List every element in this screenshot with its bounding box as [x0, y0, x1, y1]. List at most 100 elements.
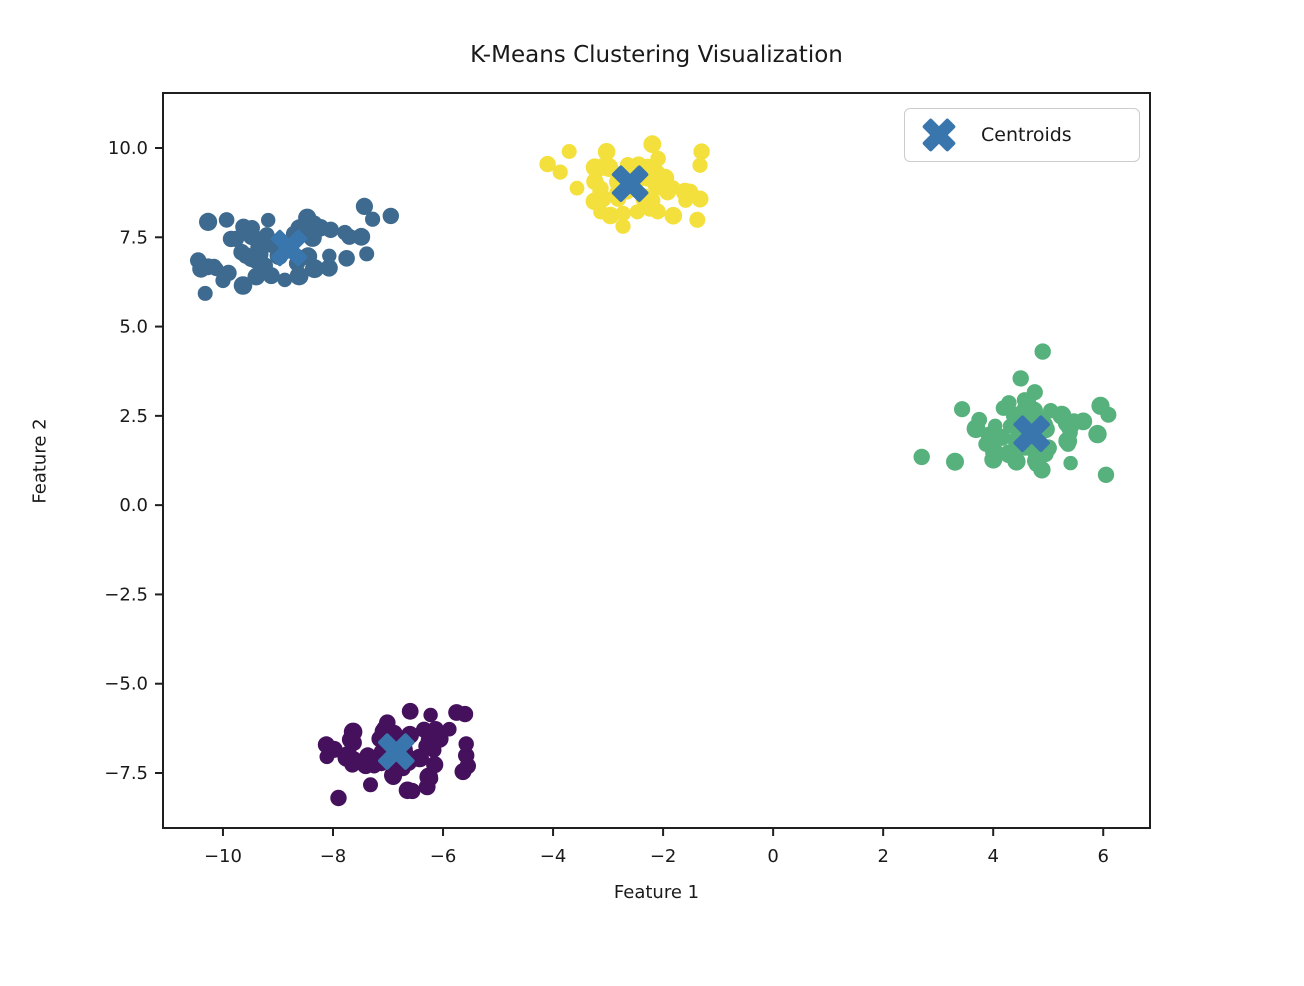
scatter-point	[422, 770, 439, 787]
centroid-marker	[378, 733, 415, 770]
scatter-point	[338, 249, 355, 267]
scatter-point	[401, 702, 419, 720]
scatter-point	[597, 143, 616, 161]
centroid-legend-icon	[922, 118, 956, 152]
scatter-point	[644, 161, 661, 178]
y-tick-label: −2.5	[104, 584, 148, 605]
x-tick-label: 6	[1098, 846, 1109, 867]
scatter-point	[539, 155, 556, 173]
scatter-point	[585, 158, 604, 177]
scatter-point	[304, 221, 323, 240]
scatter-point	[262, 267, 280, 285]
scatter-point	[355, 197, 373, 215]
scatter-point	[954, 401, 971, 418]
scatter-point	[999, 444, 1019, 464]
centroid-marker	[611, 165, 649, 202]
scatter-point	[359, 747, 377, 765]
scatter-point	[585, 192, 604, 211]
scatter-point	[410, 748, 430, 768]
centroids	[270, 165, 1050, 770]
scatter-point	[643, 135, 662, 154]
scatter-point	[423, 707, 438, 723]
cluster-2	[913, 343, 1117, 483]
y-axis-label: Feature 2	[29, 418, 51, 504]
legend-label: Centroids	[981, 124, 1072, 146]
scatter-point	[1027, 451, 1043, 467]
x-tick-label: 0	[767, 846, 778, 867]
scatter-point	[1100, 406, 1117, 423]
scatter-point	[320, 259, 338, 277]
y-tick-label: 2.5	[119, 406, 148, 427]
scatter-point	[277, 272, 293, 288]
x-tick-label: −10	[204, 846, 242, 867]
scatter-point	[971, 411, 988, 428]
scatter-point	[458, 736, 474, 752]
scatter-point	[197, 285, 213, 301]
scatter-point	[365, 211, 381, 227]
scatter-point	[601, 206, 620, 225]
scatter-point	[248, 250, 264, 266]
x-tick-label: −8	[320, 846, 347, 867]
scatter-point	[261, 212, 276, 228]
y-tick-label: −5.0	[104, 674, 148, 695]
y-tick-label: 5.0	[119, 317, 148, 338]
scatter-point	[426, 742, 442, 758]
scatter-point	[456, 705, 474, 723]
scatter-point	[190, 252, 207, 269]
scatter-point	[289, 266, 309, 286]
x-tick-label: 4	[987, 846, 998, 867]
scatter-point	[235, 218, 252, 236]
scatter-point	[1060, 436, 1076, 452]
scatter-point	[330, 789, 347, 807]
scatter-point	[459, 757, 476, 775]
plot-title: K-Means Clustering Visualization	[470, 42, 843, 68]
centroid-marker	[270, 229, 308, 267]
legend: Centroids	[904, 108, 1140, 162]
scatter-point	[1021, 394, 1037, 409]
x-tick-label: −2	[650, 846, 677, 867]
scatter-point	[343, 722, 363, 742]
scatter-point	[985, 435, 1001, 451]
scatter-point	[426, 756, 444, 774]
scatter-point	[1043, 403, 1059, 419]
scatter-point	[615, 218, 631, 234]
scatter-point	[678, 193, 693, 208]
scatter-point	[569, 180, 585, 196]
scatter-point	[692, 157, 708, 173]
y-tick-label: 10.0	[108, 138, 148, 159]
centroid-marker	[1013, 415, 1050, 452]
scatter-point	[352, 227, 371, 246]
scatter-point	[398, 781, 417, 800]
scatter-point	[218, 212, 235, 228]
scatter-point	[988, 418, 1003, 433]
scatter-point	[946, 452, 964, 471]
scatter-point	[233, 276, 253, 295]
scatter-point	[322, 248, 337, 263]
scatter-point	[561, 144, 577, 159]
scatter-point	[913, 448, 930, 466]
scatter-point	[1097, 466, 1115, 483]
scatter-point	[206, 258, 222, 275]
scatter-point	[641, 194, 657, 210]
x-tick-label: −4	[540, 846, 567, 867]
scatter-point	[693, 143, 710, 160]
plot-border	[162, 92, 1151, 829]
scatter-point	[319, 749, 335, 765]
scatter-point	[317, 736, 335, 754]
y-tick-label: 0.0	[119, 495, 148, 516]
scatter-point	[337, 224, 353, 241]
y-tick-label: 7.5	[119, 227, 148, 248]
scatter-point	[1034, 343, 1051, 360]
scatter-point	[222, 230, 240, 248]
scatter-point	[689, 211, 706, 228]
scatter-point	[384, 768, 402, 785]
scatter-point	[664, 206, 683, 225]
scatter-point	[199, 212, 218, 231]
y-tick-label: −7.5	[104, 763, 148, 784]
scatter-point	[665, 180, 681, 195]
scatter-point	[415, 721, 433, 738]
scatter-point	[1063, 455, 1078, 471]
scatter-point	[382, 207, 399, 225]
